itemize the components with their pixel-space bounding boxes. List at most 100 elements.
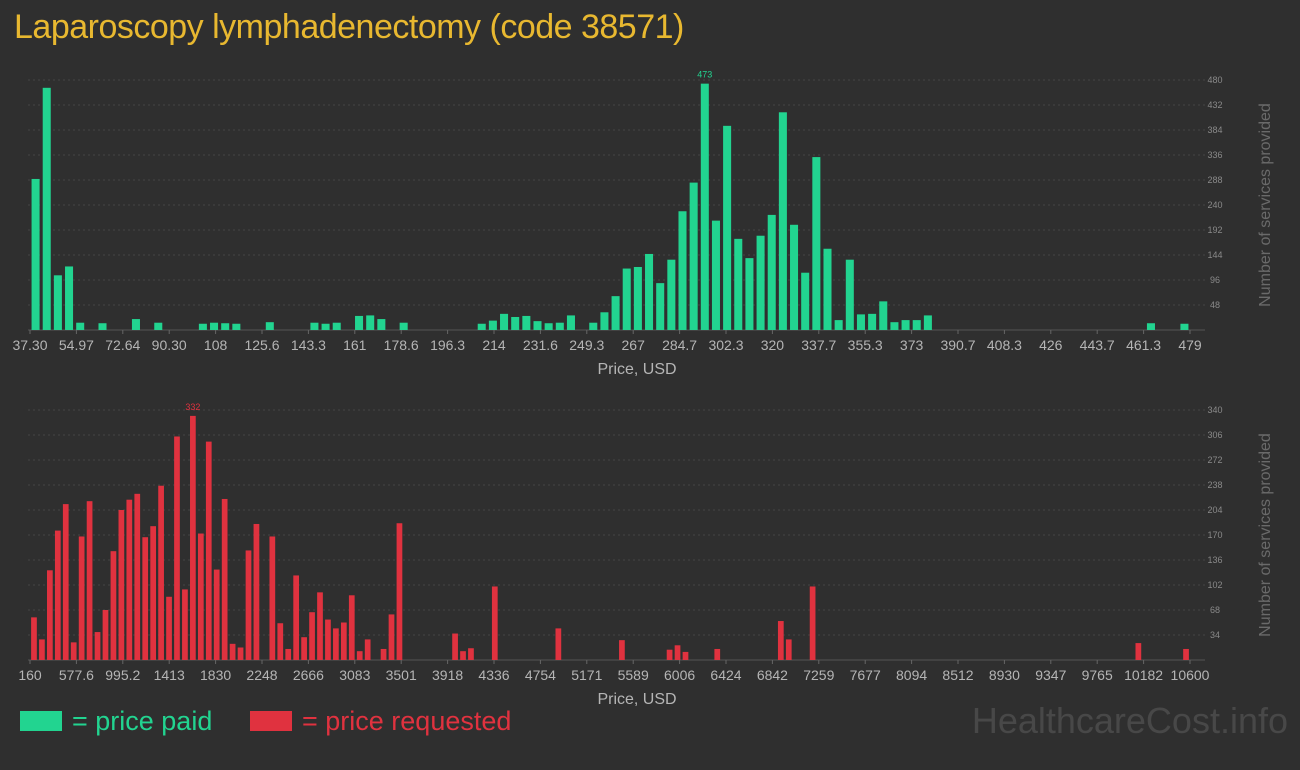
bar <box>600 312 609 330</box>
bar <box>332 322 341 330</box>
bar <box>790 224 799 330</box>
bar <box>102 610 109 660</box>
bar <box>232 323 241 330</box>
bar <box>477 323 486 330</box>
bar <box>285 648 292 660</box>
x-tick-label: 7677 <box>850 667 881 683</box>
bar <box>253 523 260 660</box>
x-tick-label: 320 <box>761 337 785 353</box>
bar <box>65 266 74 330</box>
bar <box>348 595 355 660</box>
x-tick-label: 10182 <box>1124 667 1163 683</box>
y-tick-label: 170 <box>1207 530 1222 540</box>
x-tick-label: 355.3 <box>848 337 883 353</box>
bar <box>589 322 598 330</box>
bar <box>277 623 284 660</box>
bar <box>682 651 689 660</box>
y-tick-label: 340 <box>1207 405 1222 415</box>
x-tick-label: 7259 <box>803 667 834 683</box>
peak-value-label: 473 <box>697 70 712 80</box>
x-tick-label: 54.97 <box>59 337 94 353</box>
bar <box>845 259 854 330</box>
bar <box>42 87 51 330</box>
y-axis-title: Number of services provided <box>1257 433 1274 637</box>
bar <box>388 614 395 660</box>
bar <box>399 322 408 330</box>
bar <box>785 639 792 660</box>
x-tick-label: 178.6 <box>384 337 419 353</box>
y-tick-label: 34 <box>1210 630 1220 640</box>
bar <box>890 322 899 330</box>
y-tick-label: 384 <box>1207 125 1222 135</box>
x-tick-label: 479 <box>1178 337 1202 353</box>
y-tick-label: 102 <box>1207 580 1222 590</box>
bar <box>301 637 307 660</box>
bar <box>912 320 921 330</box>
x-tick-label: 577.6 <box>59 667 94 683</box>
bar <box>777 621 784 660</box>
bar <box>213 569 220 660</box>
y-tick-label: 306 <box>1207 430 1222 440</box>
bar <box>221 498 228 660</box>
x-tick-label: 8094 <box>896 667 927 683</box>
requested-swatch <box>250 711 292 731</box>
bar <box>340 622 347 660</box>
y-tick-label: 240 <box>1207 200 1222 210</box>
bar <box>198 323 207 330</box>
bar <box>39 639 45 660</box>
x-tick-label: 284.7 <box>662 337 697 353</box>
x-tick-label: 461.3 <box>1126 337 1161 353</box>
bar <box>53 275 62 330</box>
bar <box>174 436 180 660</box>
paid-chart: 48 96 144 192 240 288 336 384 432 480 473 37.30 54.9… <box>12 70 1274 378</box>
x-tick-label: 267 <box>622 337 646 353</box>
x-tick-label: 408.3 <box>987 337 1022 353</box>
bar <box>317 592 323 660</box>
x-tick-label: 4754 <box>525 667 556 683</box>
x-tick-label: 4336 <box>478 667 509 683</box>
x-tick-label: 9347 <box>1035 667 1066 683</box>
bar <box>674 645 681 660</box>
bar <box>619 640 625 660</box>
bar <box>70 642 77 660</box>
bar <box>310 322 319 330</box>
x-tick-label: 6842 <box>757 667 788 683</box>
peak-value-label: 332 <box>185 402 200 412</box>
bar <box>205 441 212 660</box>
bar <box>355 315 364 330</box>
x-tick-label: 90.30 <box>152 337 187 353</box>
bar <box>879 301 888 330</box>
bar <box>1135 643 1142 660</box>
bar <box>1146 323 1155 330</box>
bar <box>633 266 642 330</box>
bar <box>54 530 61 660</box>
bar <box>566 315 575 330</box>
bar <box>700 83 709 330</box>
y-tick-label: 272 <box>1207 455 1222 465</box>
bar <box>221 323 230 330</box>
bar <box>923 315 932 330</box>
bar <box>809 586 816 660</box>
x-tick-label: 5171 <box>571 667 602 683</box>
bar <box>468 648 474 660</box>
x-tick-label: 249.3 <box>569 337 604 353</box>
bar <box>656 283 665 330</box>
bar <box>1183 648 1189 660</box>
bar <box>678 211 687 330</box>
bar <box>834 320 843 330</box>
bar <box>491 586 498 660</box>
bar <box>31 617 37 660</box>
bar <box>380 648 387 660</box>
x-tick-label: 214 <box>482 337 506 353</box>
bar <box>377 319 386 330</box>
bar <box>801 272 810 330</box>
x-axis-title: Price, USD <box>597 691 676 708</box>
bar <box>265 322 274 330</box>
bar <box>321 323 330 330</box>
bar <box>689 182 698 330</box>
bar <box>150 526 157 660</box>
x-tick-label: 1830 <box>200 667 231 683</box>
bar <box>237 647 244 660</box>
watermark: HealthcareCost.info <box>971 700 1288 741</box>
bar <box>126 499 133 660</box>
